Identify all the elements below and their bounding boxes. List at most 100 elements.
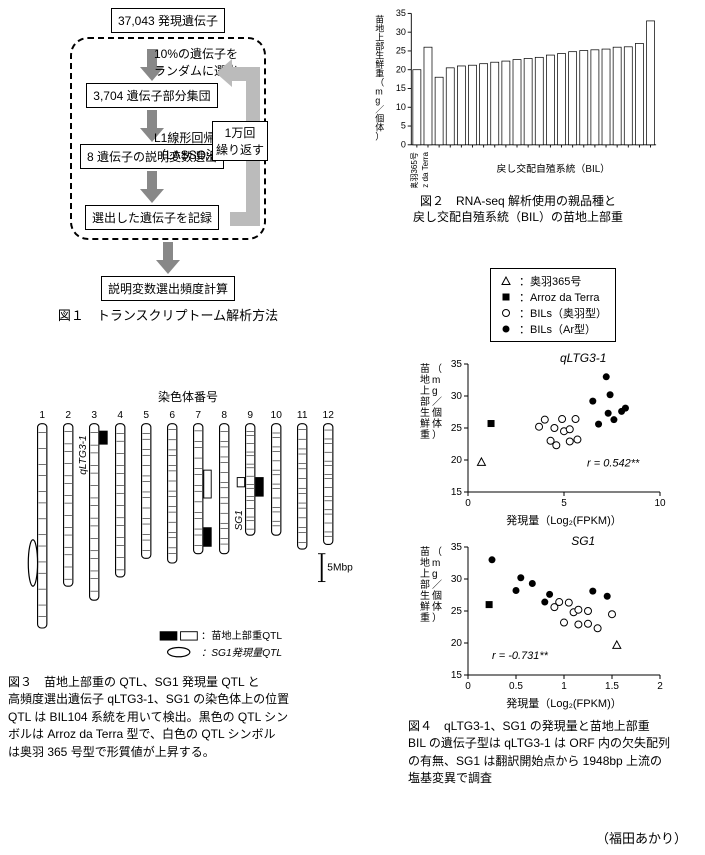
svg-text:重: 重 <box>420 428 430 441</box>
svg-text:苗: 苗 <box>420 546 430 558</box>
svg-text:12: 12 <box>323 410 335 421</box>
svg-text:30: 30 <box>451 574 463 585</box>
flow-box-subset: 3,704 遺伝子部分集団 <box>86 83 217 108</box>
svg-text:0: 0 <box>401 140 406 150</box>
flow-dashed-loop-region: 10%の遺伝子を ランダムに選出 3,704 遺伝子部分集団 L1線形回帰 （L… <box>70 37 266 240</box>
svg-text:25: 25 <box>451 606 463 617</box>
svg-text:0.5: 0.5 <box>509 681 523 692</box>
svg-text:30: 30 <box>396 27 406 37</box>
flow-box-genes: 37,043 発現遺伝子 <box>111 8 225 33</box>
svg-text:個: 個 <box>432 589 442 602</box>
legend-item: ：BILs（奥羽型） <box>499 305 607 321</box>
svg-text:25: 25 <box>451 423 463 434</box>
svg-text:35: 35 <box>451 359 463 370</box>
svg-text:鮮: 鮮 <box>420 600 430 613</box>
svg-text:qLTG3-1: qLTG3-1 <box>78 435 89 475</box>
svg-text:4: 4 <box>117 410 123 421</box>
svg-text:1: 1 <box>561 681 567 692</box>
svg-text:15: 15 <box>396 83 406 93</box>
svg-text:生: 生 <box>420 589 430 602</box>
svg-text:SG1: SG1 <box>571 534 595 548</box>
svg-text:（: （ <box>432 363 442 375</box>
figure-2-barchart: 0 5 10 15 20 25 30 35 奥羽365号Arroz da Terra 戻し交配自殖… <box>348 8 688 225</box>
legend-item: ：BILs（Ar型） <box>499 321 607 337</box>
figure-1-caption: 図１ トランスクリプトーム解析方法 <box>18 305 318 324</box>
svg-text:g: g <box>432 386 438 397</box>
svg-text:5: 5 <box>401 121 406 131</box>
svg-text:3: 3 <box>91 410 97 421</box>
svg-text:1.5: 1.5 <box>605 681 619 692</box>
figure-4-legend: ：奥羽365号：Arroz da Terra：BILs（奥羽型）：BILs（Ar… <box>490 268 616 342</box>
svg-text:10: 10 <box>654 498 666 509</box>
svg-text:11: 11 <box>297 410 308 421</box>
svg-text:生: 生 <box>420 406 430 419</box>
svg-text:10: 10 <box>271 410 283 421</box>
svg-text:20: 20 <box>451 638 463 649</box>
svg-text:20: 20 <box>396 64 406 74</box>
svg-text:／: ／ <box>432 396 442 408</box>
svg-text:重: 重 <box>420 611 430 624</box>
svg-text:戻し交配自殖系統（BIL）: 戻し交配自殖系統（BIL） <box>496 162 610 175</box>
svg-text:地: 地 <box>420 373 430 386</box>
svg-text:苗: 苗 <box>420 363 430 375</box>
svg-text:0: 0 <box>465 681 471 692</box>
arrow-down-icon <box>140 171 164 203</box>
legend-item: ：奥羽365号 <box>499 273 607 289</box>
svg-text:35: 35 <box>451 542 463 553</box>
figure-3-caption: 図３ 苗地上部重の QTL、SG1 発現量 QTL と高頻度選出遺伝子 qLTG… <box>8 674 368 761</box>
figure-4-caption: 図４ qLTG3-1、SG1 の発現量と苗地上部重BIL の遺伝子型は qLTG… <box>408 718 698 788</box>
svg-text:2: 2 <box>65 410 71 421</box>
svg-text:発現量（Log₂(FPKM)）: 発現量（Log₂(FPKM)） <box>506 696 622 710</box>
svg-text:地: 地 <box>420 556 430 569</box>
svg-text:Arroz da Terra: Arroz da Terra <box>421 151 430 188</box>
svg-text:体: 体 <box>432 418 442 430</box>
svg-text:30: 30 <box>451 391 463 402</box>
svg-text:発現量（Log₂(FPKM)）: 発現量（Log₂(FPKM)） <box>506 513 622 527</box>
svg-text:個: 個 <box>432 406 442 419</box>
svg-text:7: 7 <box>195 410 201 421</box>
svg-text:）: ） <box>432 429 442 441</box>
svg-text:5: 5 <box>561 498 567 509</box>
svg-text:15: 15 <box>451 670 463 681</box>
svg-text:r = 0.542**: r = 0.542** <box>587 457 640 469</box>
svg-text:0: 0 <box>465 498 471 509</box>
figure-1-flowchart: 37,043 発現遺伝子 10%の遺伝子を ランダムに選出 3,704 遺伝子部… <box>18 8 318 324</box>
svg-text:2: 2 <box>657 681 663 692</box>
flow-box-frequency: 説明変数選出頻度計算 <box>101 276 235 301</box>
figure-3-chromosome-map: 染色体番号 123456789101112qLTG3-1SG15Mbp：苗地上部… <box>8 388 368 761</box>
arrow-down-icon <box>156 242 180 274</box>
svg-text:35: 35 <box>396 8 406 18</box>
svg-text:：SG1発現量QTL: ：SG1発現量QTL <box>201 647 282 659</box>
flow-box-record: 選出した遺伝子を記録 <box>85 205 219 230</box>
svg-text:5: 5 <box>143 410 149 421</box>
svg-text:1: 1 <box>39 410 45 421</box>
svg-text:10: 10 <box>396 102 406 112</box>
svg-text:8: 8 <box>221 410 227 421</box>
svg-text:5Mbp: 5Mbp <box>327 562 353 573</box>
svg-text:9: 9 <box>247 410 253 421</box>
legend-item: ：Arroz da Terra <box>499 289 607 305</box>
svg-text:鮮: 鮮 <box>420 417 430 430</box>
author-credit: （福田あかり） <box>596 828 687 847</box>
svg-text:SG1: SG1 <box>234 510 245 530</box>
svg-text:25: 25 <box>396 46 406 56</box>
svg-text:部: 部 <box>420 578 430 591</box>
flow-step2-text-a: L1線形回帰 <box>154 131 215 145</box>
svg-text:15: 15 <box>451 487 463 498</box>
figure-4-scatterplots: ：奥羽365号：Arroz da Terra：BILs（奥羽型）：BILs（Ar… <box>408 268 698 788</box>
svg-text:r = -0.731**: r = -0.731** <box>492 650 549 662</box>
svg-text:m: m <box>432 375 440 386</box>
figure-2-caption: 図２ RNA-seq 解析使用の親品種と 戻し交配自殖系統（BIL）の苗地上部重 <box>348 193 688 225</box>
svg-text:部: 部 <box>420 395 430 408</box>
svg-text:奥羽365号: 奥羽365号 <box>409 152 419 188</box>
flow-repeat-label: 1万回繰り返す <box>212 121 268 161</box>
svg-text:g: g <box>432 569 438 580</box>
svg-text:上: 上 <box>420 568 430 580</box>
svg-text:）: ） <box>432 612 442 624</box>
svg-text:m: m <box>432 558 440 569</box>
svg-text:）: ） <box>375 131 384 141</box>
svg-text:6: 6 <box>169 410 175 421</box>
svg-text:qLTG3-1: qLTG3-1 <box>560 351 606 365</box>
svg-text:上: 上 <box>420 385 430 397</box>
svg-text:：苗地上部重QTL: ：苗地上部重QTL <box>201 629 282 642</box>
